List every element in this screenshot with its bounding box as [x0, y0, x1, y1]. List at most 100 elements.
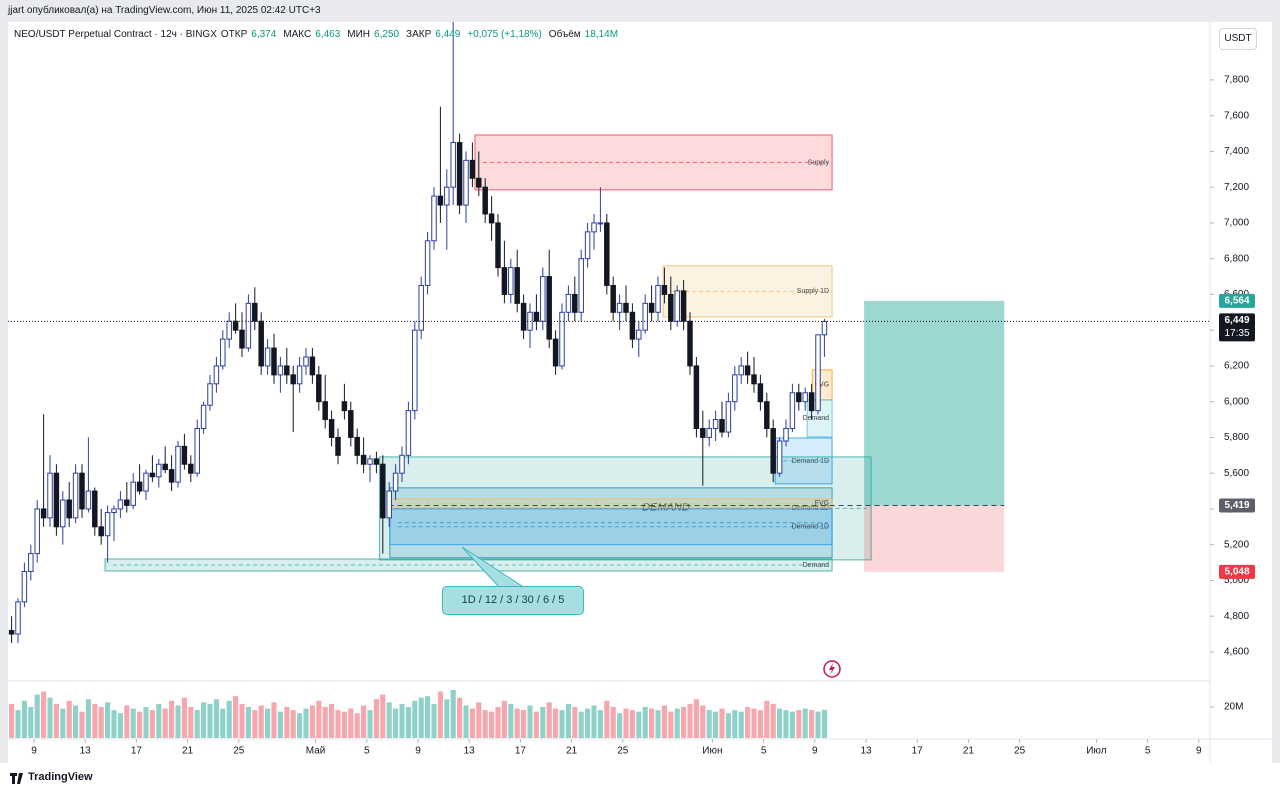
y-tick-label: 7,200 [1224, 182, 1249, 193]
volume-bar [623, 708, 629, 738]
volume-bar [297, 713, 303, 738]
candle-body [412, 329, 418, 412]
volume-bar [559, 710, 565, 738]
volume-bar [329, 703, 335, 738]
volume-bar [233, 696, 239, 738]
candle-body [604, 222, 610, 286]
x-tick-label: 25 [1014, 746, 1026, 757]
volume-bar [393, 708, 399, 738]
candle-body [584, 231, 591, 260]
candle-body [501, 267, 508, 295]
y-tick-label: 7,600 [1224, 110, 1249, 121]
candle-body [399, 454, 405, 474]
candle-body [642, 302, 648, 331]
volume-bar [143, 707, 149, 738]
legend: NEO/USDT Perpetual Contract · 12ч · BING… [14, 29, 621, 40]
volume-bar [15, 710, 21, 738]
candle-body [245, 302, 252, 349]
x-tick-label: 21 [566, 746, 578, 757]
volume-bar [226, 700, 232, 738]
zone-label: Supply 1D [797, 288, 829, 295]
volume-bar [117, 713, 123, 738]
y-tick-label: 5,800 [1224, 432, 1249, 443]
volume-bar [514, 708, 520, 738]
volume-bar [373, 699, 379, 738]
candle-body [680, 290, 687, 322]
volume-bar [572, 707, 578, 738]
candle-body [328, 419, 335, 438]
candle-body [98, 526, 104, 537]
volume-bar [124, 705, 130, 738]
candle-body [130, 481, 136, 506]
volume-bar [732, 710, 738, 738]
volume-bar [649, 708, 655, 738]
candle-body [348, 410, 354, 438]
volume-bar [21, 700, 27, 738]
volume-bar [546, 702, 552, 738]
volume-bar [469, 708, 475, 738]
volume-bar [201, 702, 207, 738]
zone-label: Demand [803, 562, 830, 569]
candle-body [597, 222, 604, 225]
plot: Supply Supply 1D FVG Demand Demand 1D Demand … [8, 22, 1255, 757]
candle-body [469, 159, 476, 179]
volume-bar [713, 711, 719, 738]
volume-bar [642, 707, 648, 738]
volume-bar [444, 699, 450, 738]
candle-body [316, 374, 322, 403]
volume-bar [348, 708, 354, 738]
candle-body [200, 404, 207, 429]
volume-bar [361, 705, 367, 738]
legend-name: ЗАКР [406, 29, 432, 40]
y-tick-label: 7,800 [1224, 75, 1249, 86]
volume-bar [245, 707, 251, 738]
zone-label: Supply [808, 159, 830, 166]
volume-bar [213, 699, 219, 738]
entry-label: 5,419 [1224, 500, 1249, 511]
volume-bar [540, 707, 546, 738]
candle-body [424, 240, 431, 286]
candle-body [610, 284, 616, 313]
footer-background [0, 763, 1280, 793]
candle-body [687, 320, 693, 367]
candle-body [770, 427, 776, 474]
volume-bar [777, 708, 783, 738]
volume-bar [476, 702, 482, 738]
volume-tick-label: 20M [1224, 702, 1243, 713]
candle-body [66, 499, 72, 519]
volume-bar [258, 705, 264, 738]
candle-body [8, 629, 15, 635]
y-tick-label: 7,400 [1224, 146, 1249, 157]
position-profit [864, 300, 1005, 506]
volume-bar [489, 711, 495, 738]
candle-body [367, 458, 373, 465]
candle-body [156, 463, 162, 478]
candle-body [821, 320, 828, 336]
x-tick-label: 9 [31, 746, 37, 757]
volume-bar [757, 710, 763, 738]
candle-body [495, 222, 501, 269]
volume-bar [815, 711, 821, 738]
volume-bar [341, 711, 347, 738]
volume-bar [521, 710, 527, 738]
candle-body [476, 177, 482, 188]
volume-bar [706, 710, 712, 738]
currency-button[interactable]: USDT [1219, 28, 1257, 50]
candle-body [757, 383, 764, 403]
volume-bar [105, 702, 111, 738]
candle-body [776, 440, 783, 474]
volume-bar [604, 700, 610, 738]
candle-body [514, 267, 520, 304]
volume-bar [533, 711, 539, 738]
candle-body [271, 347, 277, 376]
candle-body [162, 463, 168, 471]
y-tick-label: 7,000 [1224, 218, 1249, 229]
volume-bar [674, 708, 680, 738]
candle-body [546, 276, 552, 340]
candle-body [668, 293, 674, 322]
candle-body [47, 472, 53, 519]
candle-body [655, 284, 661, 313]
